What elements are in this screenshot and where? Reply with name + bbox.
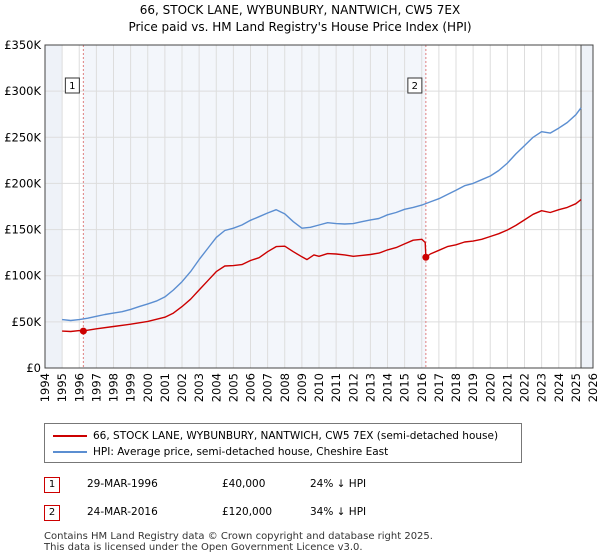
- x-tick-label: 2007: [261, 373, 275, 402]
- sale-price: £40,000: [222, 478, 266, 490]
- sale-annotation-label: 2: [412, 81, 418, 92]
- legend-swatch-property: [53, 435, 87, 437]
- x-tick-label: 2000: [141, 373, 155, 402]
- x-tick-label: 1998: [107, 373, 121, 402]
- x-tick-label: 2011: [329, 373, 343, 402]
- x-tick-label: 2008: [278, 373, 292, 402]
- sale-date: 29-MAR-1996: [87, 478, 158, 490]
- x-tick-label: 2025: [569, 373, 583, 402]
- footer-licence: This data is licensed under the Open Gov…: [44, 542, 363, 553]
- sale-hpi-diff: 24% ↓ HPI: [310, 478, 367, 490]
- x-tick-label: 2013: [363, 373, 377, 402]
- y-tick-label: £200K: [4, 176, 41, 190]
- x-tick-label: 2023: [535, 373, 549, 402]
- legend-label-property: 66, STOCK LANE, WYBUNBURY, NANTWICH, CW5…: [93, 430, 499, 442]
- x-tick-label: 1996: [72, 373, 86, 402]
- sale-point: [79, 327, 87, 335]
- y-tick-label: £50K: [12, 315, 42, 329]
- sale-date: 24-MAR-2016: [87, 506, 158, 518]
- x-tick-label: 1995: [55, 373, 69, 402]
- no-data-zone-left: [45, 45, 63, 368]
- x-tick-label: 2016: [415, 373, 429, 402]
- legend-swatch-hpi: [53, 451, 87, 453]
- x-tick-label: 2022: [518, 373, 532, 402]
- sale-price: £120,000: [222, 506, 273, 518]
- x-tick-label: 2001: [158, 373, 172, 402]
- x-tick-label: 2002: [175, 373, 189, 402]
- x-tick-label: 2012: [346, 373, 360, 402]
- x-tick-label: 2021: [500, 373, 514, 402]
- footer-copyright: Contains HM Land Registry data © Crown c…: [44, 531, 433, 542]
- sales-table: 1 29-MAR-1996 £40,000 24% ↓ HPI 2 24-MAR…: [44, 473, 564, 529]
- x-tick-label: 2014: [381, 373, 395, 402]
- chart-subtitle: Price paid vs. HM Land Registry's House …: [128, 20, 471, 34]
- x-tick-label: 1997: [89, 373, 103, 402]
- x-tick-label: 2015: [398, 373, 412, 402]
- y-tick-label: £300K: [4, 84, 41, 98]
- no-data-zone-right: [581, 45, 593, 368]
- x-tick-label: 2018: [449, 373, 463, 402]
- legend-label-hpi: HPI: Average price, semi-detached house,…: [93, 446, 389, 458]
- x-tick-label: 2019: [466, 373, 480, 402]
- y-tick-label: £100K: [4, 269, 41, 283]
- sale-annotation-label: 1: [69, 81, 75, 92]
- series-line-hpi: [62, 107, 582, 322]
- x-tick-label: 2024: [552, 373, 566, 402]
- x-tick-label: 1999: [124, 373, 138, 402]
- sale-hpi-diff: 34% ↓ HPI: [310, 506, 367, 518]
- x-tick-label: 2026: [586, 373, 600, 402]
- x-tick-label: 1994: [38, 373, 52, 402]
- sale-row: 1 29-MAR-1996 £40,000 24% ↓ HPI: [44, 473, 564, 501]
- sale-annotation-box: [64, 77, 80, 94]
- y-tick-label: £350K: [4, 38, 41, 52]
- y-tick-label: £250K: [4, 130, 41, 144]
- x-tick-label: 2020: [483, 373, 497, 402]
- price-chart: 66, STOCK LANE, WYBUNBURY, NANTWICH, CW5…: [4, 3, 600, 402]
- series-line-property: [62, 199, 582, 333]
- x-tick-label: 2005: [226, 373, 240, 402]
- x-tick-label: 2009: [295, 373, 309, 402]
- sale-row: 2 24-MAR-2016 £120,000 34% ↓ HPI: [44, 501, 564, 529]
- legend: 66, STOCK LANE, WYBUNBURY, NANTWICH, CW5…: [44, 423, 522, 463]
- x-tick-label: 2017: [432, 373, 446, 402]
- y-tick-label: £0: [26, 361, 41, 375]
- ownership-band: [83, 45, 426, 368]
- sale-annotation-box: [407, 77, 423, 94]
- sale-point: [422, 253, 430, 261]
- x-tick-label: 2003: [192, 373, 206, 402]
- footer: Contains HM Land Registry data © Crown c…: [44, 531, 433, 553]
- x-tick-label: 2010: [312, 373, 326, 402]
- y-tick-label: £150K: [4, 223, 41, 237]
- sale-marker-badge: 2: [44, 505, 60, 521]
- x-tick-label: 2006: [244, 373, 258, 402]
- x-tick-label: 2004: [209, 373, 223, 402]
- chart-title: 66, STOCK LANE, WYBUNBURY, NANTWICH, CW5…: [140, 3, 461, 17]
- sale-marker-badge: 1: [44, 477, 60, 493]
- plot-border: [44, 44, 594, 369]
